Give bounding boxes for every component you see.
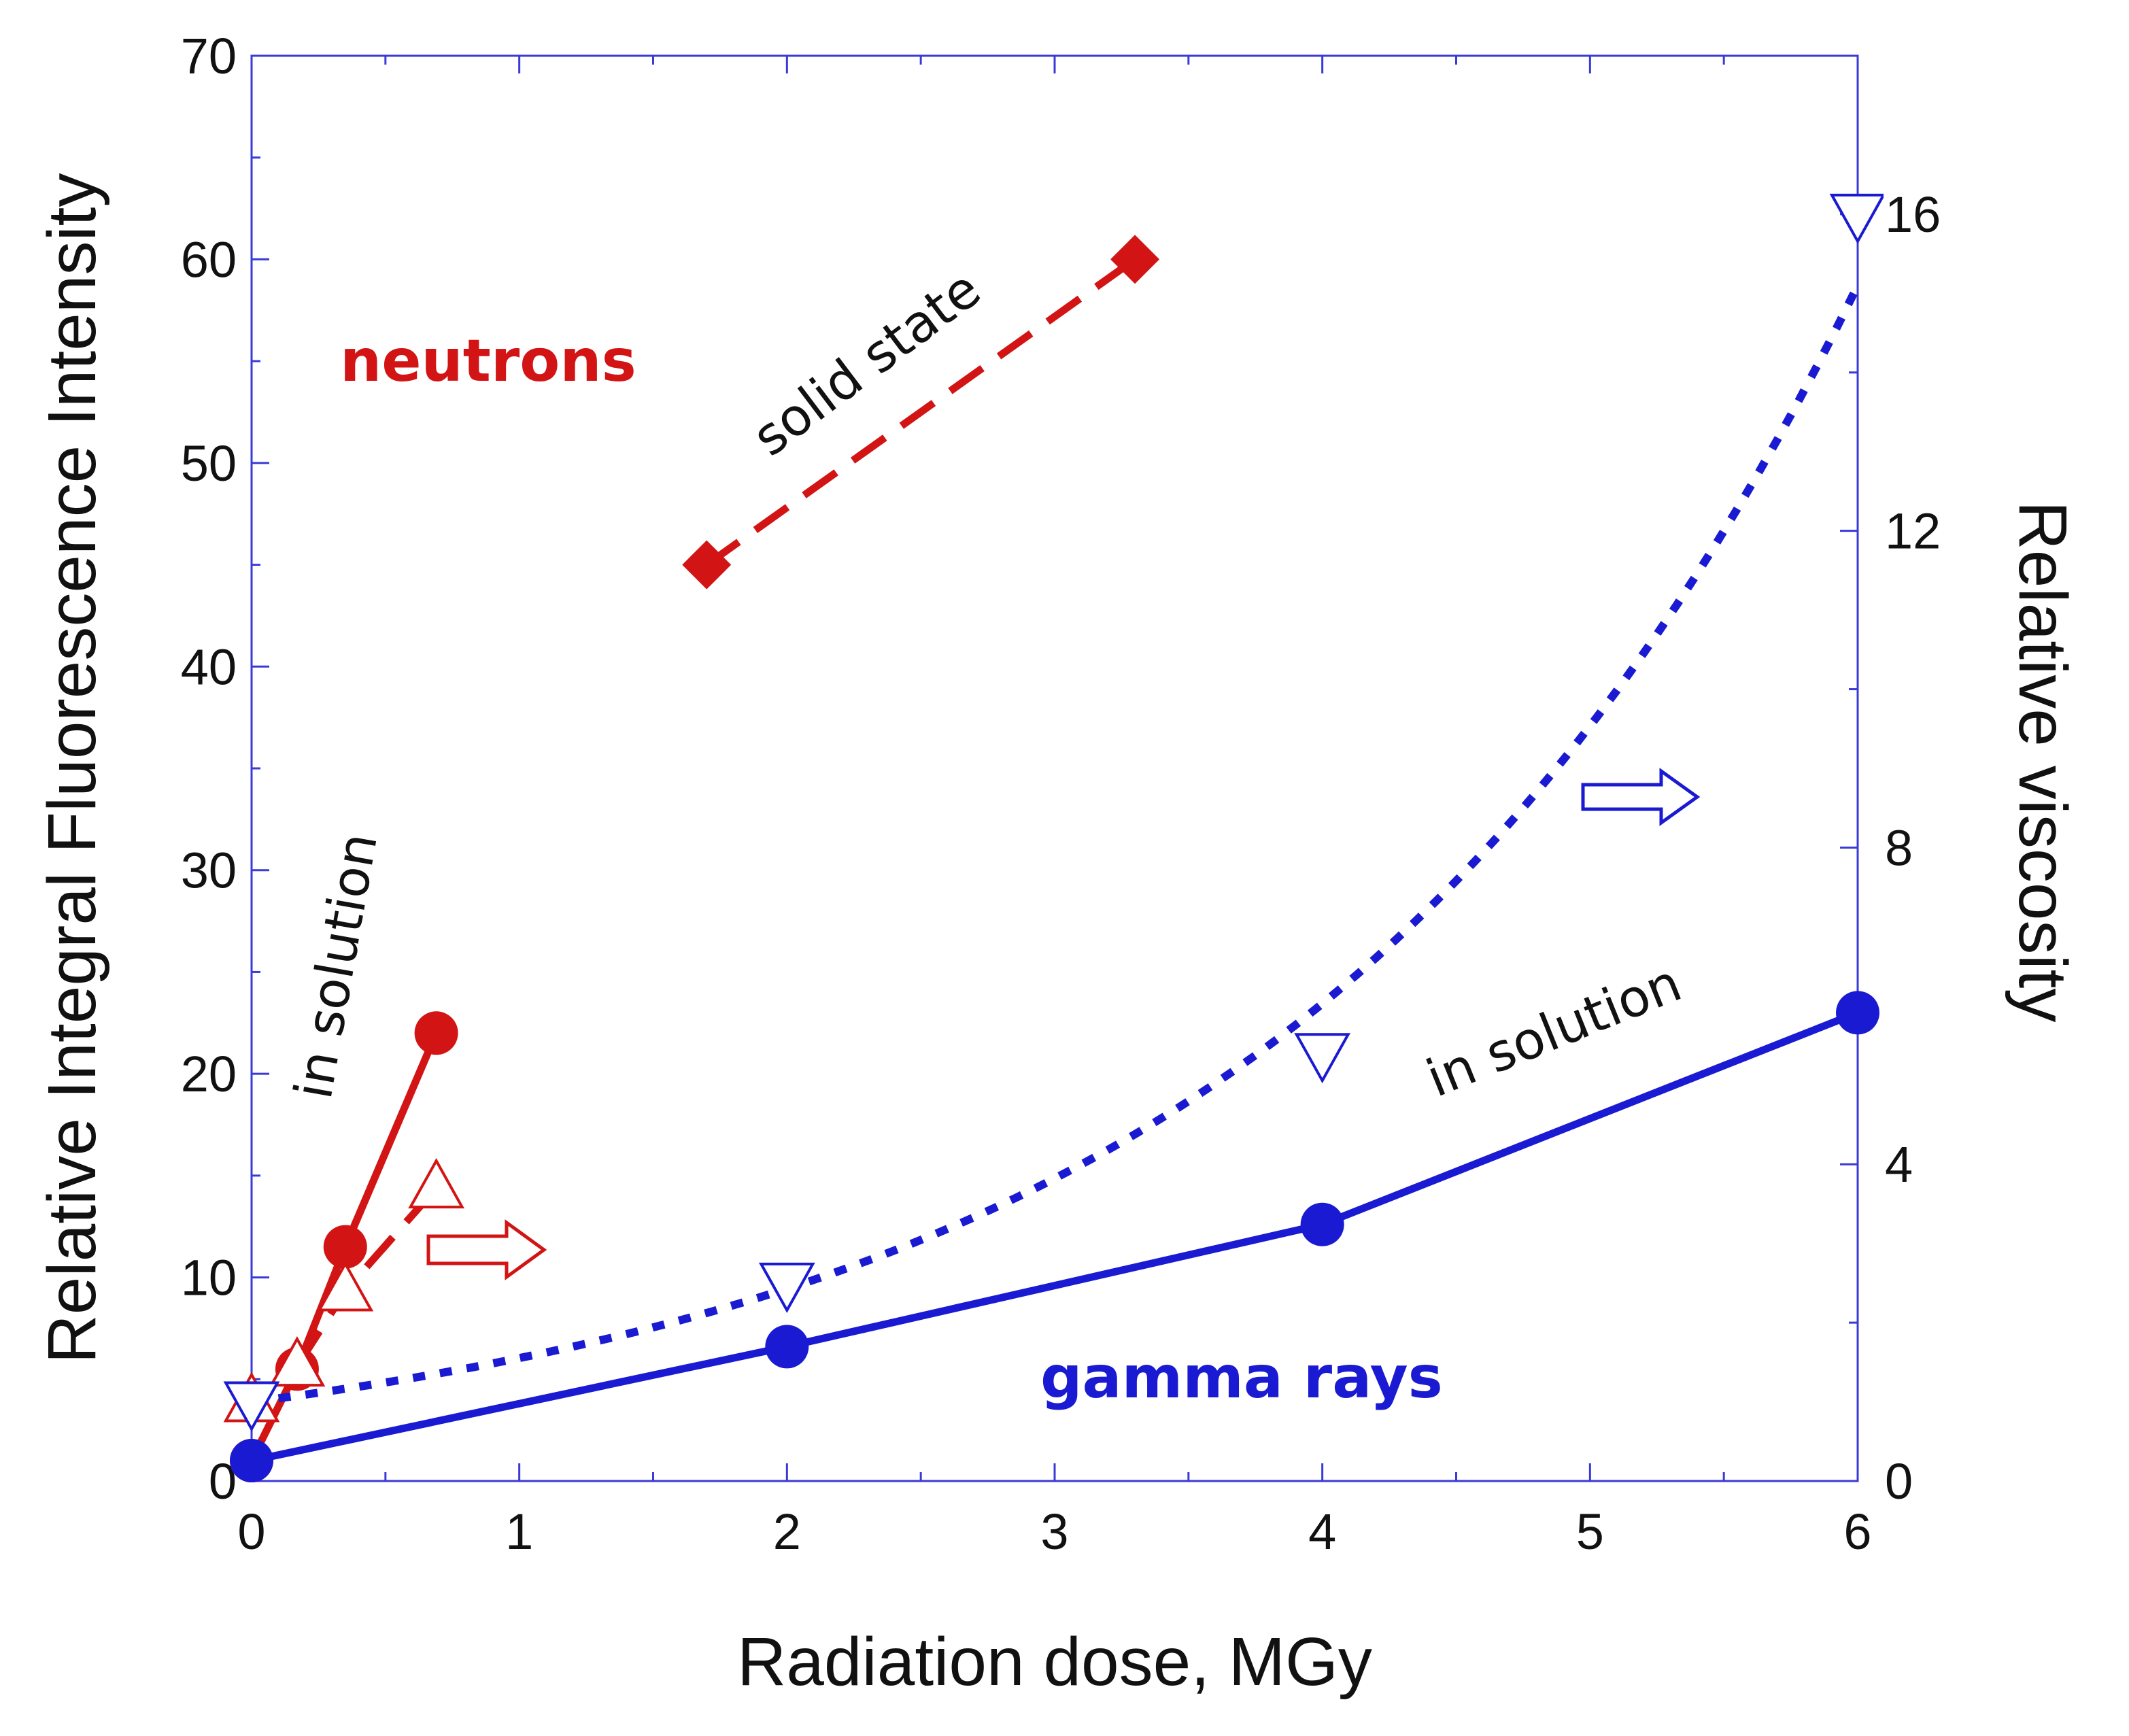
y2-tick-label: 4 [1885,1136,1913,1193]
series-line [251,284,1862,1406]
x-axis-ticks: 0 1 2 3 4 5 6 [237,56,1872,1560]
y-tick-label: 40 [181,639,237,695]
data-point [323,1225,367,1269]
y2-tick-label: 0 [1885,1453,1913,1510]
neutrons-label: neutrons [340,327,636,395]
data-point [269,1336,326,1387]
data-point [414,1011,458,1055]
data-point [1829,193,1884,244]
x-tick-label: 4 [1308,1503,1336,1560]
data-point [1300,1202,1344,1246]
plot-frame [250,54,1859,1482]
series-2 [682,235,1160,590]
x-tick-label: 1 [505,1503,533,1560]
y2-axis-ticks: 0 4 8 12 16 [1840,186,1941,1510]
data-point [223,1381,280,1432]
data-point [765,1325,809,1369]
y-axis-title: Relative Integral Fluorescence Intensity [34,173,110,1364]
series-layer [223,193,1884,1483]
y-tick-label: 20 [181,1046,237,1102]
data-point [230,1439,273,1483]
solid-state-label: solid state [741,258,991,468]
x-tick-label: 0 [237,1503,265,1560]
data-point [682,540,732,590]
red-right-arrow-icon [426,1219,547,1280]
x-tick-label: 5 [1576,1503,1604,1560]
series-line [250,1009,1860,1465]
y-tick-label: 50 [181,435,237,492]
blue-right-arrow-icon [1581,768,1701,826]
y2-tick-label: 8 [1885,819,1913,876]
x-axis-title: Radiation dose, MGy [737,1624,1372,1700]
x-tick-label: 3 [1040,1503,1068,1560]
series-line [704,256,1138,568]
data-point [1294,1033,1351,1084]
data-point [1836,991,1879,1035]
y-tick-label: 70 [181,28,237,84]
data-point [1110,235,1160,284]
y-tick-label: 10 [181,1250,237,1306]
x-tick-label: 2 [773,1503,801,1560]
in-solution-gamma-label: in solution [1418,952,1690,1108]
y-tick-label: 30 [181,843,237,899]
data-point [758,1262,815,1313]
data-point [408,1158,465,1209]
y2-axis-title: Relative viscosity [2005,501,2081,1023]
gamma-rays-label: gamma rays [1040,1344,1443,1412]
y2-tick-label: 16 [1885,186,1941,243]
series-3 [230,991,1879,1483]
y-tick-label: 60 [181,231,237,288]
y2-tick-label: 12 [1885,503,1941,560]
data-point [317,1261,374,1312]
series-4 [223,193,1884,1432]
in-solution-neutron-label: in solution [283,828,389,1103]
x-tick-label: 6 [1843,1503,1871,1560]
